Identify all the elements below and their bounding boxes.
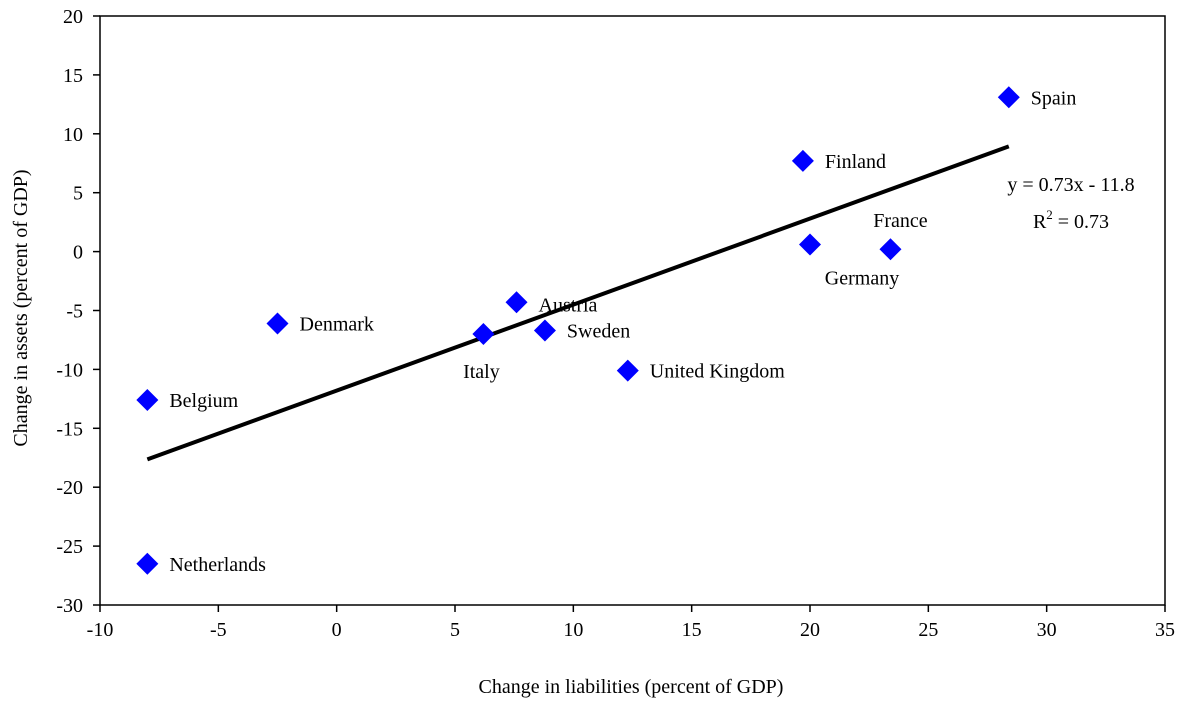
axes <box>93 15 1166 612</box>
tick-labels: -10 -5 0 5 10 15 20 25 30 35 -30 -25 -20 -15 -10 -5 0 5 10… <box>56 6 1175 641</box>
data-point-marker <box>879 238 902 261</box>
data-point-marker <box>533 319 556 342</box>
y-tick-label: -20 <box>56 477 83 499</box>
point-label: Austria <box>539 294 598 316</box>
trendline <box>146 144 1010 462</box>
y-tick-label: 15 <box>63 65 83 87</box>
point-label: France <box>873 210 928 232</box>
x-tick-label: 15 <box>682 619 702 641</box>
trendline-layer <box>146 144 1010 462</box>
y-tick-label: -30 <box>56 595 83 617</box>
y-axis-title: Change in assets (percent of GDP) <box>10 169 32 446</box>
point-label: Spain <box>1031 87 1077 109</box>
x-tick-label: 30 <box>1037 619 1057 641</box>
x-tick-label: 20 <box>800 619 820 641</box>
data-point-marker <box>505 291 528 314</box>
x-tick-label: 35 <box>1155 619 1175 641</box>
data-point-marker <box>266 312 289 335</box>
x-tick-label: 25 <box>918 619 938 641</box>
data-point-marker <box>799 233 821 256</box>
data-point-marker <box>136 389 159 412</box>
data-point-marker <box>616 359 639 382</box>
point-label: Denmark <box>300 313 374 335</box>
point-label: United Kingdom <box>650 361 785 383</box>
data-point-marker <box>997 86 1020 109</box>
data-point-marker <box>136 552 159 575</box>
y-tick-label: -15 <box>56 418 83 440</box>
x-tick-label: -5 <box>210 619 227 641</box>
data-point-marker <box>472 323 495 346</box>
x-tick-label: 10 <box>563 619 583 641</box>
trendline-equation: y = 0.73x - 11.8 <box>1007 174 1134 196</box>
point-labels: Spain Finland France Germany Austria Denmark I… <box>169 87 1076 575</box>
point-label: Sweden <box>567 321 630 343</box>
y-tick-label: 10 <box>63 124 83 146</box>
point-label: Belgium <box>169 390 238 412</box>
r-squared-prefix: R <box>1033 211 1047 233</box>
point-label: Netherlands <box>169 554 266 576</box>
point-label: Finland <box>825 151 886 173</box>
x-tick-label: 5 <box>450 619 460 641</box>
y-tick-label: 5 <box>73 183 83 205</box>
data-points <box>136 86 1020 575</box>
x-axis-title: Change in liabilities (percent of GDP) <box>479 676 784 698</box>
r-squared-value: = 0.73 <box>1053 211 1109 233</box>
y-tick-label: -10 <box>56 359 83 381</box>
r-squared-superscript: 2 <box>1046 207 1053 222</box>
r-squared-annotation: R2 = 0.73 <box>1033 207 1109 233</box>
y-tick-label: 0 <box>73 242 83 264</box>
y-tick-label: -5 <box>66 301 83 323</box>
x-tick-label: 0 <box>332 619 342 641</box>
point-label: Germany <box>825 268 899 290</box>
data-point-marker <box>791 149 814 172</box>
point-label: Italy <box>463 361 500 383</box>
y-tick-label: -25 <box>56 536 83 558</box>
y-tick-label: 20 <box>63 6 83 28</box>
x-tick-label: -10 <box>87 619 114 641</box>
